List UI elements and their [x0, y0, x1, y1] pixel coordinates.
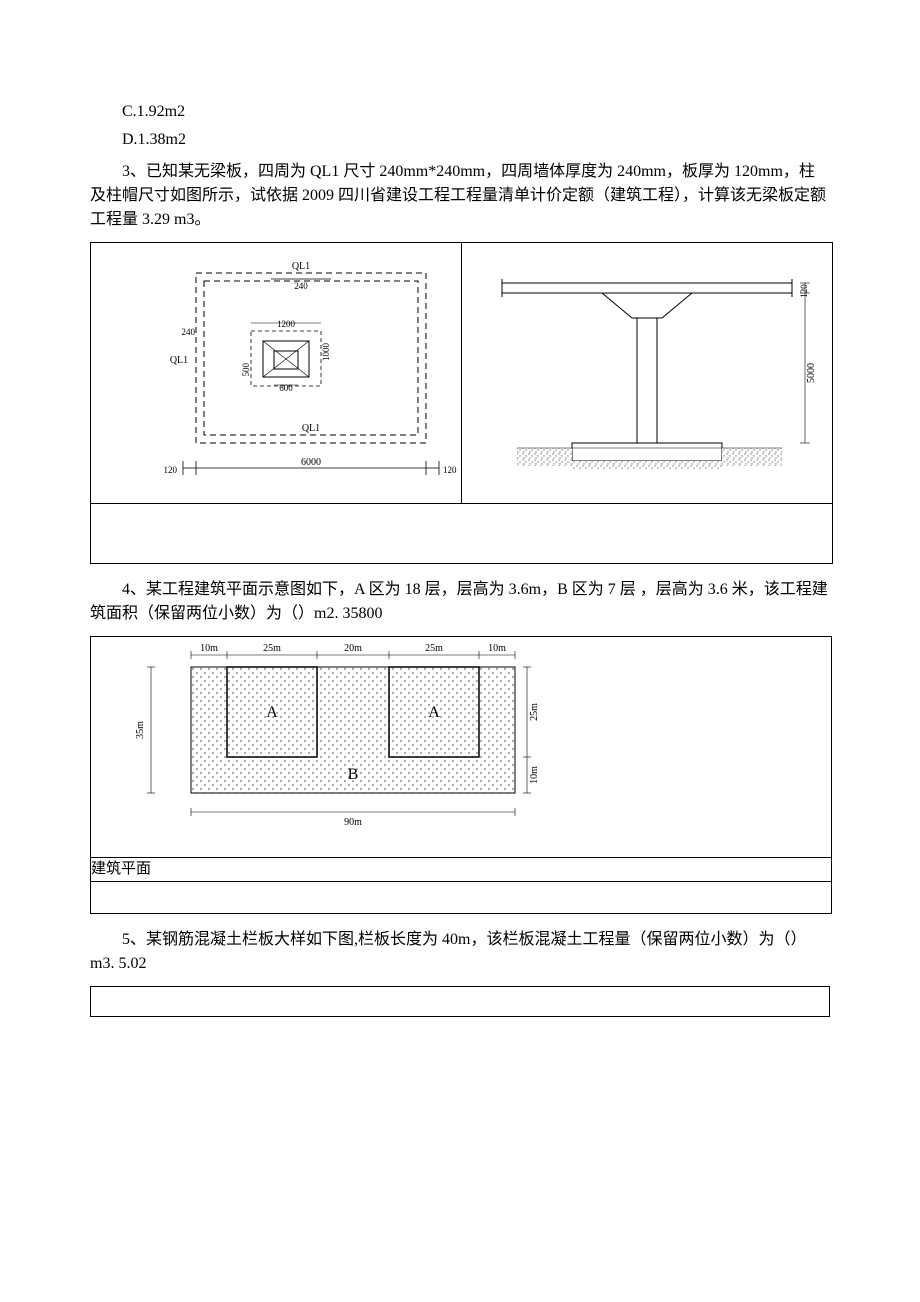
figure-4-plan: A A B 10m 25m 20m 2 [91, 637, 831, 857]
dim-h10: 10m [529, 766, 540, 784]
dim-6000: 6000 [301, 457, 321, 468]
dim-w90: 90m [344, 817, 362, 828]
dim-120-sect: 120 [799, 284, 809, 298]
dim-10-2: 10m [488, 643, 506, 654]
dim-20: 20m [344, 643, 362, 654]
question-4-text: 4、某工程建筑平面示意图如下，A 区为 18 层，层高为 3.6m，B 区为 7… [90, 578, 830, 626]
option-c: C.1.92m2 [90, 100, 830, 124]
label-ql1-left: QL1 [170, 355, 188, 366]
label-ql1-bot: QL1 [302, 423, 320, 434]
label-a2: A [428, 704, 440, 721]
figure-3-section: 120 5000 [462, 243, 832, 503]
dim-500: 500 [241, 363, 251, 377]
label-b: B [348, 766, 359, 783]
dim-600: 600 [279, 383, 293, 393]
figure-5-table [90, 986, 830, 1017]
label-a1: A [266, 704, 278, 721]
question-5-text: 5、某钢筋混凝土栏板大样如下图,栏板长度为 40m，该栏板混凝土工程量（保留两位… [90, 928, 830, 976]
figure-4-caption: 建筑平面 [91, 858, 832, 882]
figure-3-empty-row [91, 504, 833, 564]
dim-h25: 25m [529, 703, 540, 721]
dim-5000: 5000 [806, 363, 817, 383]
dim-120r: 120 [443, 465, 457, 475]
figure-3-table: QL1 QL1 QL1 240 240 1200 1000 [90, 242, 833, 564]
dim-1000: 1000 [321, 343, 331, 362]
dim-10-1: 10m [200, 643, 218, 654]
figure-3-plan: QL1 QL1 QL1 240 240 1200 1000 [91, 243, 461, 503]
dim-h35: 35m [135, 721, 146, 739]
dim-120l: 120 [164, 465, 178, 475]
dim-1200: 1200 [277, 319, 296, 329]
figure-5-cell [91, 986, 830, 1016]
option-d: D.1.38m2 [90, 128, 830, 152]
figure-4-table: A A B 10m 25m 20m 2 [90, 636, 832, 914]
question-3-text: 3、已知某无梁板，四周为 QL1 尺寸 240mm*240mm，四周墙体厚度为 … [90, 160, 830, 232]
dim-240-top: 240 [294, 281, 308, 291]
dim-25-1: 25m [263, 643, 281, 654]
label-ql1-top: QL1 [292, 261, 310, 272]
dim-25-2: 25m [425, 643, 443, 654]
figure-4-empty-row [91, 881, 832, 913]
dim-240-left: 240 [182, 327, 196, 337]
